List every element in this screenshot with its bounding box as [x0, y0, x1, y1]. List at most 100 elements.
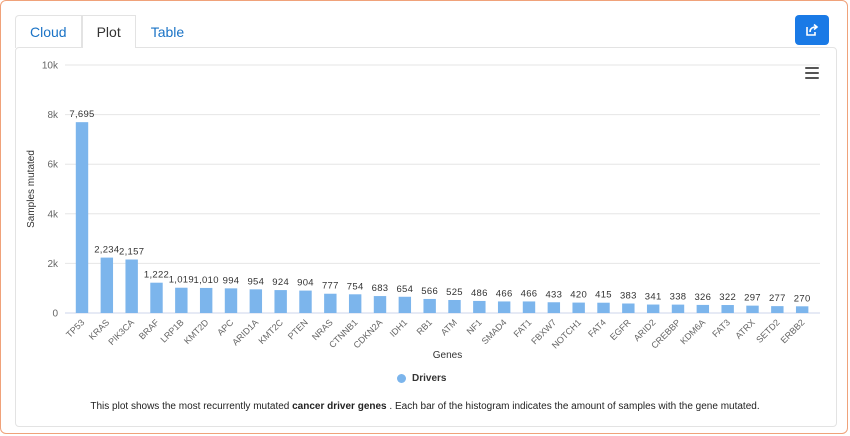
x-tick-label: FAT3	[710, 317, 732, 339]
bar	[448, 299, 461, 313]
x-tick-label: ATM	[439, 317, 459, 337]
data-label: 2,157	[119, 247, 144, 258]
data-label: 341	[645, 292, 662, 303]
tab-table[interactable]: Table	[135, 15, 200, 48]
bar	[597, 302, 610, 313]
x-tick-label: APC	[215, 317, 236, 338]
data-label: 338	[670, 292, 687, 303]
y-tick-label: 0	[52, 309, 58, 320]
y-tick-label: 2k	[47, 259, 59, 270]
data-label: 904	[297, 278, 314, 289]
data-label: 754	[347, 281, 364, 292]
y-tick-label: 6k	[47, 160, 59, 171]
data-label: 326	[694, 292, 711, 303]
data-label: 1,010	[194, 275, 219, 286]
bar	[175, 287, 188, 313]
data-label: 654	[396, 284, 413, 295]
bar	[274, 290, 287, 313]
data-label: 486	[471, 288, 488, 299]
bar	[249, 289, 263, 313]
bar	[224, 288, 238, 313]
bar	[373, 296, 387, 313]
y-tick-label: 10k	[42, 61, 59, 72]
bar	[721, 305, 734, 313]
x-tick-label: PTEN	[286, 317, 310, 341]
x-tick-label: FAT1	[512, 317, 534, 339]
bar	[497, 301, 511, 313]
x-tick-label: RB1	[415, 317, 434, 336]
bar	[572, 302, 585, 313]
data-label: 433	[545, 289, 562, 300]
bar	[522, 301, 536, 313]
chart-card	[15, 47, 837, 427]
bar	[671, 304, 685, 313]
bar	[150, 282, 163, 313]
data-label: 466	[521, 288, 538, 299]
x-tick-label: NF1	[465, 317, 484, 336]
hamburger-menu-icon[interactable]	[805, 67, 819, 79]
data-label: 415	[595, 290, 612, 301]
bar	[795, 306, 809, 313]
bar	[324, 293, 337, 313]
bar	[547, 302, 561, 313]
data-label: 924	[272, 277, 289, 288]
data-label: 383	[620, 291, 637, 302]
x-tick-label: KMT2D	[182, 317, 211, 346]
data-label: 270	[794, 293, 811, 304]
x-tick-label: TP53	[64, 317, 86, 339]
caption-text-before: This plot shows the most recurrently mut…	[90, 401, 293, 412]
x-tick-label: FAT4	[586, 317, 608, 339]
y-axis-title: Samples mutated	[26, 150, 37, 228]
data-label: 277	[769, 293, 786, 304]
x-tick-label: KDM6A	[678, 317, 707, 346]
data-label: 525	[446, 287, 463, 298]
bar-chart: 0 2k 4k 6k 8k 10k Samples mutated 7,695 TP53 2,23…	[26, 61, 820, 361]
data-label: 322	[719, 292, 736, 303]
data-label: 683	[372, 283, 389, 294]
share-button[interactable]	[795, 15, 829, 45]
bar	[746, 305, 759, 313]
x-tick-label: IDH1	[388, 317, 410, 339]
data-label: 466	[496, 288, 513, 299]
data-label: 7,695	[69, 109, 94, 120]
bar	[398, 296, 412, 313]
tab-cloud[interactable]: Cloud	[15, 15, 82, 48]
x-axis-title: Genes	[433, 350, 462, 361]
data-label: 1,222	[144, 270, 169, 281]
caption-text-after: . Each bar of the histogram indicates th…	[386, 401, 760, 412]
x-tick-label: SETD2	[754, 317, 782, 345]
x-tick-label: EGFR	[608, 317, 633, 342]
data-label: 1,019	[169, 275, 194, 286]
data-label: 2,234	[94, 245, 119, 256]
bar	[299, 290, 312, 313]
data-label: 954	[247, 276, 264, 287]
bar	[125, 259, 138, 313]
x-tick-label: ARID1A	[230, 317, 260, 347]
x-tick-label: SMAD4	[480, 317, 509, 346]
bar	[622, 303, 635, 313]
bar	[696, 304, 710, 313]
data-label: 994	[223, 275, 240, 286]
bar	[646, 304, 660, 313]
bar	[199, 287, 213, 313]
y-tick-label: 8k	[47, 110, 59, 121]
data-label: 566	[421, 286, 438, 297]
x-tick-label: ERBB2	[779, 317, 807, 345]
data-label: 420	[570, 290, 587, 301]
caption-bold: cancer driver genes	[292, 401, 387, 412]
legend-marker	[397, 374, 406, 383]
x-tick-label: PIK3CA	[106, 317, 136, 347]
bar	[75, 122, 89, 313]
y-tick-label: 4k	[47, 209, 59, 220]
chart-caption: This plot shows the most recurrently mut…	[0, 401, 850, 412]
x-tick-label: KMT2C	[256, 317, 285, 346]
bar	[348, 294, 362, 313]
bar	[473, 300, 486, 313]
legend-label: Drivers	[412, 373, 447, 384]
tab-plot[interactable]: Plot	[81, 15, 136, 48]
chart-legend[interactable]: Drivers	[397, 373, 446, 384]
x-tick-label: LRP1B	[159, 317, 186, 344]
data-label: 777	[322, 281, 339, 292]
bar	[100, 257, 114, 313]
